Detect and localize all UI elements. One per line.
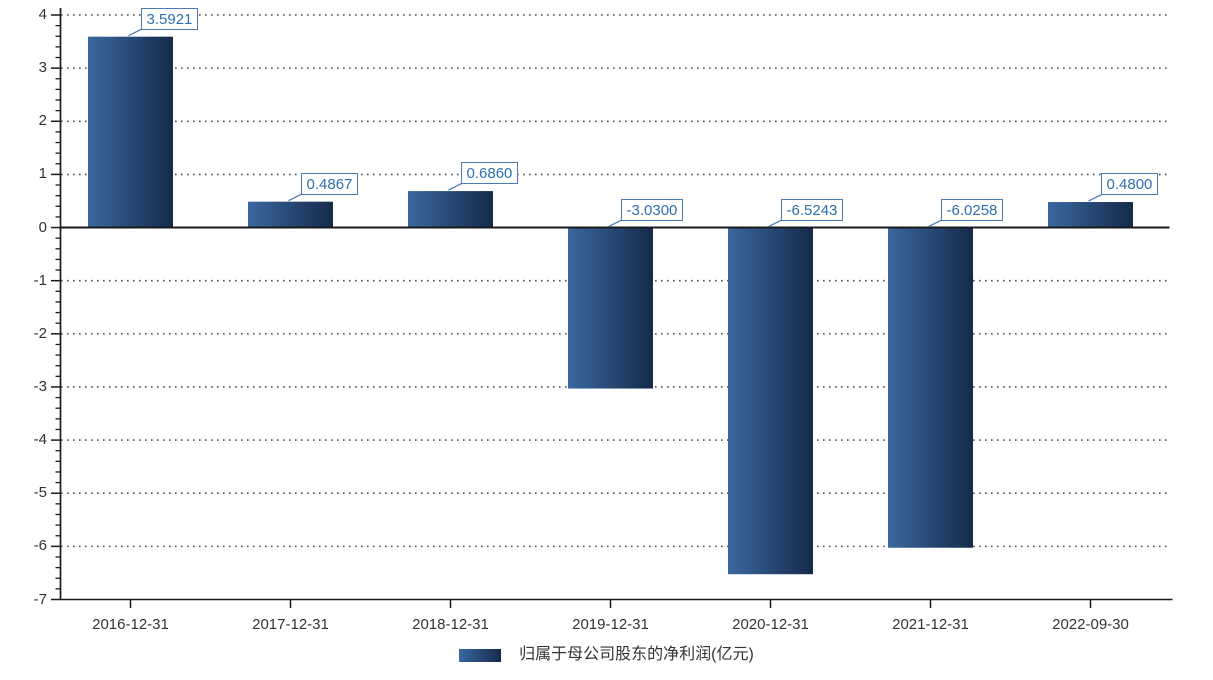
label-connector (928, 219, 943, 228)
y-axis-label: 1 (38, 165, 47, 183)
value-label: 0.4800 (1100, 173, 1159, 196)
y-axis-label: -3 (33, 377, 47, 395)
bar-2019-12-31 (568, 227, 653, 389)
value-label: 0.4867 (300, 172, 359, 195)
x-axis-label: 2019-12-31 (572, 616, 649, 633)
bar-2017-12-31 (248, 201, 333, 228)
y-axis-label: -6 (33, 537, 47, 555)
legend: 归属于母公司股东的净利润(亿元) (0, 645, 1213, 665)
y-axis-label: 0 (38, 218, 47, 236)
value-label: -3.0300 (620, 198, 684, 221)
y-axis-label: -1 (33, 271, 47, 289)
bar-2018-12-31 (408, 191, 493, 228)
label-connector (1088, 193, 1103, 202)
label-connector (448, 182, 463, 191)
label-connector (288, 193, 303, 202)
y-axis-label: 3 (38, 59, 47, 77)
x-axis-label: 2018-12-31 (412, 616, 489, 633)
y-axis-label: -2 (33, 324, 47, 342)
value-label: -6.5243 (780, 198, 844, 221)
bar-2022-09-30 (1048, 202, 1133, 228)
y-axis-label: -4 (33, 431, 47, 449)
label-connector (608, 219, 623, 228)
label-connector (128, 28, 143, 37)
legend-label: 归属于母公司股东的净利润(亿元) (519, 646, 754, 663)
y-axis-label: -5 (33, 484, 47, 502)
x-axis-label: 2020-12-31 (732, 616, 809, 633)
x-axis-label: 2016-12-31 (92, 616, 169, 633)
label-connector (768, 219, 783, 228)
x-axis-label: 2017-12-31 (252, 616, 329, 633)
value-label: 0.6860 (460, 162, 519, 185)
value-label: -6.0258 (940, 198, 1004, 221)
legend-swatch (459, 648, 502, 662)
bar-2020-12-31 (728, 227, 813, 575)
value-label: 3.5921 (140, 7, 199, 30)
x-axis-label: 2021-12-31 (892, 616, 969, 633)
y-axis-label: -7 (33, 590, 47, 608)
y-axis-label: 2 (38, 112, 47, 130)
bar-2016-12-31 (88, 36, 173, 228)
x-axis-label: 2022-09-30 (1052, 616, 1129, 633)
bar-2021-12-31 (888, 227, 973, 548)
y-axis-label: 4 (38, 6, 47, 23)
